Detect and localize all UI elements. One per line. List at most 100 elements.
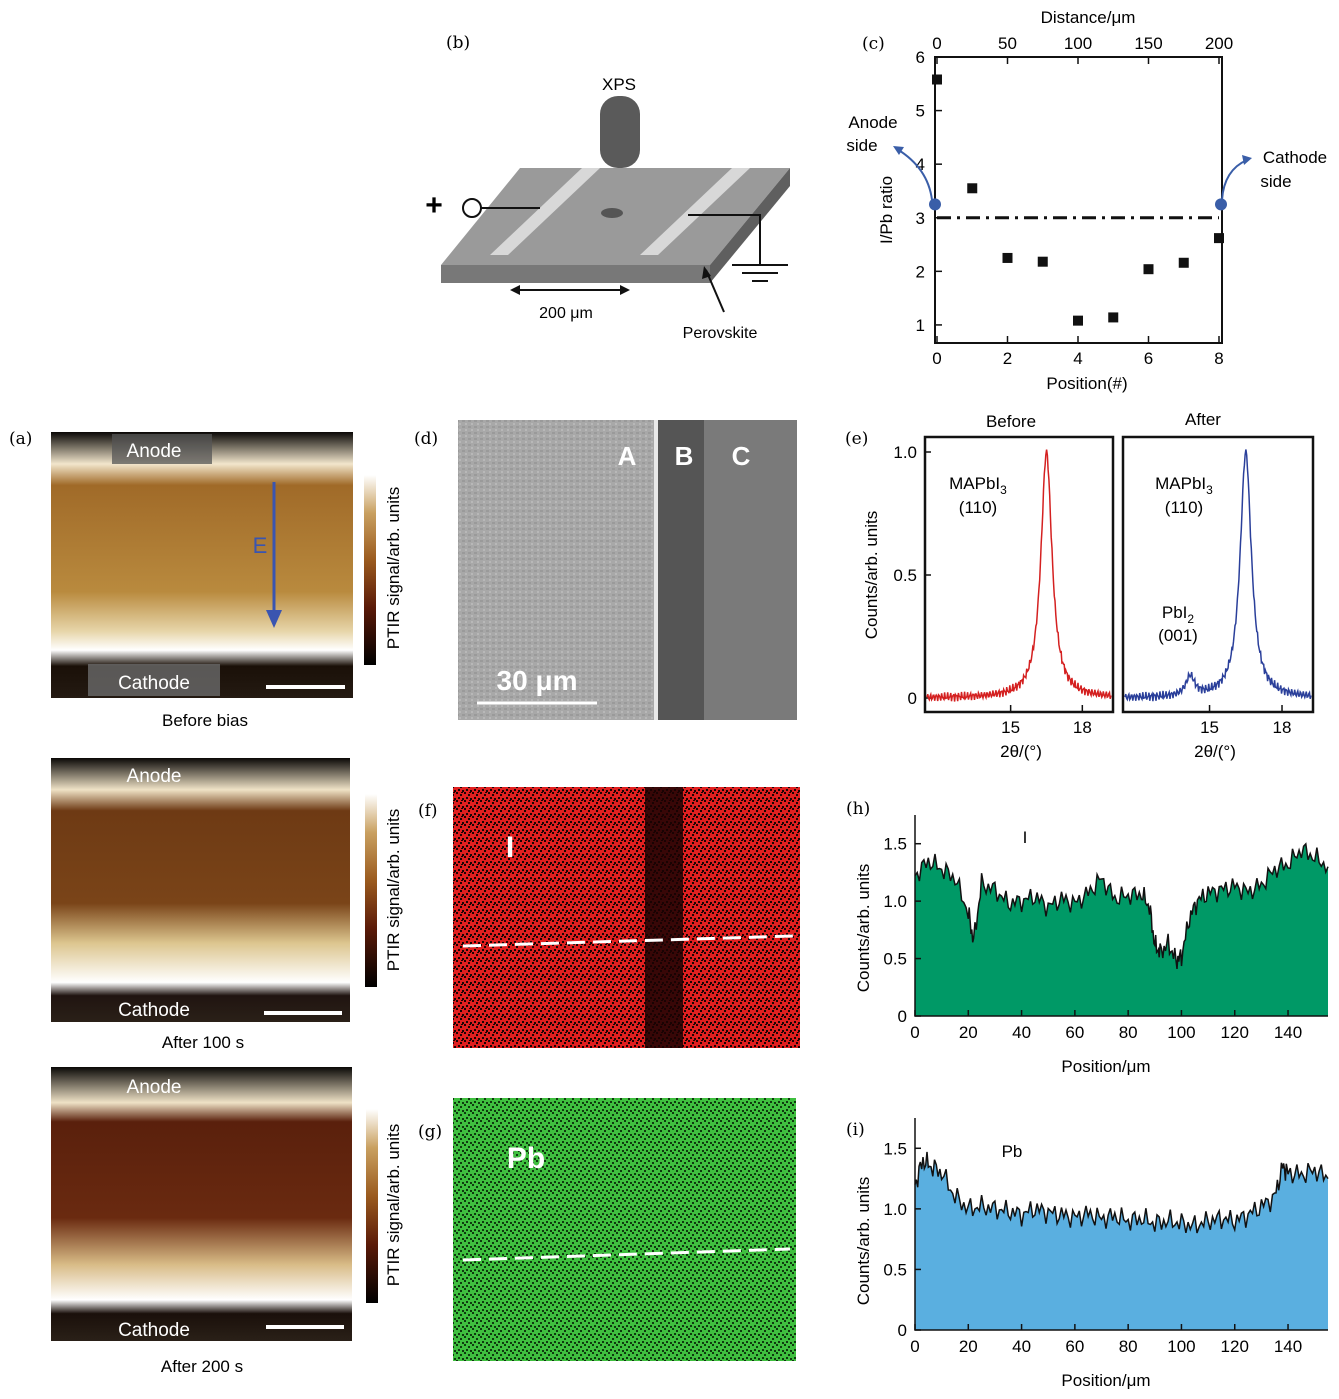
xrd-xtick-label: 15 [1200, 718, 1219, 737]
electrode-left [490, 168, 600, 255]
plot-i-xtick-label: 100 [1167, 1337, 1195, 1356]
plot-c-ytick-label: 3 [916, 209, 925, 228]
cathode-side-label-2: side [1260, 172, 1291, 191]
xps-probe [600, 96, 640, 168]
anode-label-3: Anode [127, 1077, 182, 1098]
plot-h-ytick-label: 1.5 [883, 835, 907, 854]
xrd-after-peak-index: (110) [1165, 498, 1203, 517]
sem-label-c: C [732, 441, 751, 471]
plot-c-ytick-label: 4 [916, 155, 925, 174]
eds-iodine-dark-band [645, 787, 683, 1048]
xrd-xtick-label: 15 [1001, 718, 1020, 737]
ptir-image-100s: Anode Cathode After 100 s [51, 758, 350, 1052]
plot-c-xlabel: Position(#) [1046, 374, 1127, 393]
plot-c-cathode-marker [1215, 198, 1227, 211]
plot-c-ylabel: I/Pb ratio [877, 176, 896, 244]
anode-label-1: Anode [127, 441, 182, 462]
plot-c-top-xtick-label: 150 [1134, 34, 1162, 53]
plot-h-line [914, 842, 1329, 969]
plot-c-ytick-label: 1 [916, 316, 925, 335]
plot-i-xtick-label: 60 [1065, 1337, 1084, 1356]
plot-i-ytick-label: 1.0 [883, 1200, 907, 1219]
plot-c-top-xtick-label: 50 [998, 34, 1017, 53]
width-arrow-head-right [620, 285, 630, 295]
plot-h-xtick-label: 100 [1167, 1023, 1195, 1042]
plot-c-top-xtick-label: 200 [1205, 34, 1233, 53]
eds-iodine-label: I [506, 831, 514, 864]
xrd-after-title: After [1185, 410, 1221, 429]
xps-spot [601, 208, 623, 218]
plot-h-xtick-label: 140 [1274, 1023, 1302, 1042]
eds-lead-map [453, 1098, 796, 1361]
plot-c-ytick-label: 2 [916, 262, 925, 281]
xrd-before-peak-label: MAPbI3 [949, 474, 1007, 497]
plot-i-xtick-label: 0 [910, 1337, 919, 1356]
plot-c-frame [934, 56, 1223, 344]
xrd-after-line [1124, 449, 1312, 702]
panel-label-b: (b) [446, 33, 470, 53]
eds-iodine-linescan [462, 934, 794, 948]
xrd-before-title: Before [986, 412, 1036, 431]
plot-h-ylabel: Counts/arb. units [854, 864, 873, 993]
xrd-before-line [926, 449, 1112, 702]
plot-c-point [932, 74, 942, 85]
panel-label-d: (d) [414, 429, 438, 449]
xrd-before-peak-index: (110) [959, 498, 997, 517]
anode-side-label-2: side [846, 136, 877, 155]
plot-c-ytick-label: 5 [916, 102, 925, 121]
plot-c-ytick-label: 6 [916, 48, 925, 67]
plot-h-ytick-label: 0 [898, 1007, 907, 1026]
plot-c-xtick-label: 4 [1073, 349, 1082, 368]
panel-label-g: (g) [418, 1122, 442, 1142]
plot-c-top-xtick-label: 0 [932, 34, 941, 53]
ground-wire [688, 214, 761, 265]
electrode-right [640, 168, 750, 255]
colorbar-label-2: PTIR signal/arb. units [384, 809, 403, 972]
anode-side-label-1: Anode [848, 113, 897, 132]
caption-before-bias: Before bias [162, 711, 248, 730]
xrd-ylabel: Counts/arb. units [862, 511, 881, 640]
sem-region-a [458, 420, 658, 720]
plot-i-area [915, 1151, 1328, 1330]
panel-d-sem: (d) A B C 30 μm [414, 420, 797, 720]
plot-c-xtick-label: 2 [1003, 349, 1012, 368]
plot-h-xtick-label: 0 [910, 1023, 919, 1042]
caption-after-100s: After 100 s [162, 1033, 244, 1052]
plot-h-xlabel: Position/μm [1061, 1057, 1150, 1076]
xrd-pbi2-label: PbI2 [1162, 603, 1195, 626]
panel-i-lead-profile: (i) 0 20 40 60 80 100 120 140 0 0.5 1.0 1.5 Pb Posi… [846, 1118, 1329, 1390]
ptir-map-2 [51, 758, 350, 1022]
plot-c-point [1037, 256, 1048, 267]
plot-h-xtick-label: 80 [1119, 1023, 1138, 1042]
sem-label-b: B [675, 441, 694, 471]
eds-iodine-map [453, 787, 800, 1048]
panel-label-h: (h) [846, 799, 870, 819]
cathode-label-2: Cathode [118, 1000, 190, 1021]
xrd-ytick-label: 0.5 [893, 566, 917, 585]
plot-i-series-label: Pb [1002, 1142, 1023, 1161]
substrate-front [441, 265, 710, 283]
perovskite-pointer [705, 269, 725, 313]
ptir-image-200s: Anode Cathode After 200 s [51, 1067, 352, 1376]
plot-i-ytick-label: 0.5 [883, 1260, 907, 1279]
colorbar-2 [365, 794, 377, 987]
panel-e-xrd: (e) 0 0.5 1.0 15 18 15 18 Before After Counts/… [845, 410, 1315, 761]
plot-c-xtick-label: 6 [1144, 349, 1153, 368]
plot-h-xtick-label: 40 [1012, 1023, 1031, 1042]
plot-c-point [1073, 315, 1083, 326]
xrd-after-frame [1121, 435, 1315, 714]
panel-label-f: (f) [418, 801, 438, 821]
sem-label-a: A [618, 441, 637, 471]
plot-c-top-xlabel: Distance/μm [1041, 8, 1136, 27]
panel-label-c: (c) [862, 34, 885, 54]
plot-c-point [1178, 257, 1189, 268]
plot-h-area [915, 843, 1328, 1016]
cathode-side-arrow [1221, 159, 1248, 201]
anode-side-arrow [896, 148, 933, 201]
substrate-side [710, 168, 790, 283]
plot-i-ylabel: Counts/arb. units [854, 1177, 873, 1306]
sem-region-b [658, 420, 704, 720]
sem-edge [654, 420, 658, 720]
